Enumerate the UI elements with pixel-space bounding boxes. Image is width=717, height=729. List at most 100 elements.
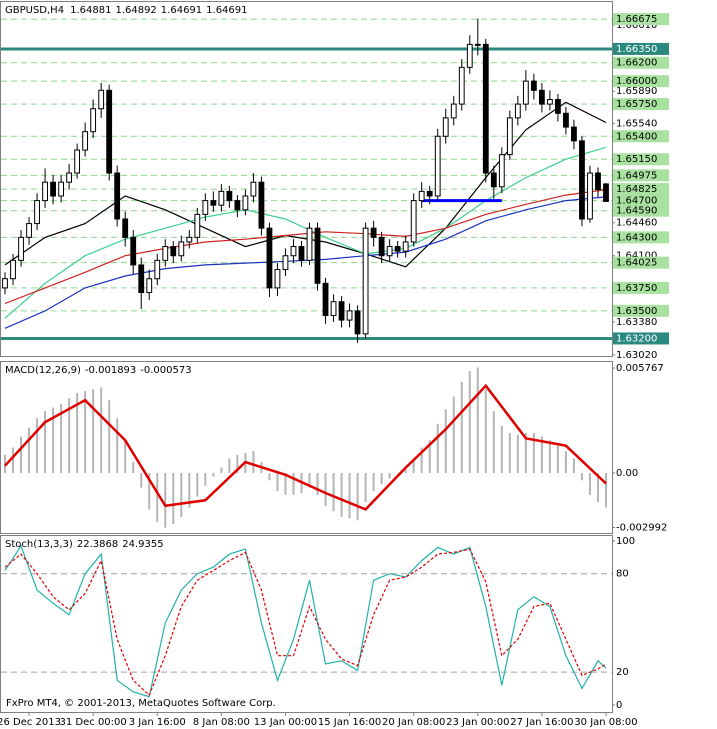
candle-body [498,154,505,188]
level-label: 1.65750 [616,99,657,110]
key-level-box [613,42,669,55]
x-tick-label: 23 Jan 00:00 [446,717,509,728]
candle-body [555,99,561,114]
x-tick-label: 26 Dec 2013 [0,717,61,728]
x-tick-label: 8 Jan 08:00 [193,717,250,728]
y-tick-label: 0.005767 [616,363,664,374]
x-tick-label: 30 Jan 08:00 [574,717,637,728]
histogram-bar [468,371,471,474]
histogram-bar [452,396,455,474]
x-tick-label: 27 Jan 16:00 [510,717,573,728]
candle-body [362,227,369,335]
candle-body [354,310,361,335]
histogram-bar [564,451,567,474]
level-label: 1.64975 [616,170,657,181]
candle-body [410,200,417,243]
level-label: 1.66675 [616,14,657,25]
histogram-bar [532,432,535,474]
macd-value: -0.001893 [85,365,136,376]
stoch-frame [0,535,613,713]
histogram-bar [572,458,575,474]
histogram-bar [156,473,159,523]
candle-body [490,172,497,188]
candle-body [18,236,24,261]
plot-layer: 1.66610 1.65890 1.65540 1.64460 1.64100 1.633… [0,13,669,728]
candle-body [563,112,569,128]
candle-body [242,195,249,211]
histogram-bar [180,473,183,517]
histogram-bar [500,425,503,474]
candle-body [50,181,56,197]
y-tick-label: 1.66610 [616,20,657,31]
candle-body [234,200,241,211]
key-level-box [613,332,669,345]
series-line [4,544,607,698]
level-box [613,204,669,217]
histogram-bar [412,458,415,474]
candle-body [418,190,425,202]
histogram-bar [324,473,327,506]
histogram-bar [276,473,279,492]
histogram-bar [548,440,551,474]
histogram-bar [556,445,559,474]
level-label: 1.64700 [616,196,657,207]
candle-body [346,310,353,321]
level-box [613,130,669,143]
watermark: FxPro MT4, © 2001-2013, MetaQuotes Softw… [6,698,276,709]
histogram-bar [580,473,583,481]
candle-body [546,99,553,105]
candle-body [595,172,601,191]
candle-body [322,282,329,316]
candle-body [442,117,449,137]
histogram-bar [372,473,375,492]
histogram-bar [516,434,519,474]
level-box [613,153,669,166]
level-box [613,98,669,111]
candle-body [282,255,289,271]
histogram-bar [52,407,55,474]
level-box [613,13,669,26]
histogram-bar [460,382,463,474]
candle-body [450,103,457,119]
candle-body [571,126,577,142]
histogram-bar [124,440,127,474]
histogram-bar [100,387,103,474]
signal-value: -0.000573 [140,365,191,376]
level-box [613,183,669,196]
candle-body [210,200,217,206]
level-box [613,304,669,317]
y-tick-label: -0.002992 [616,522,667,533]
histogram-bar [268,473,271,481]
candle-body [162,246,169,261]
histogram-bar [172,473,175,524]
candle-body [58,181,65,197]
candle-body [306,227,313,261]
candle-body [2,278,8,289]
histogram-bar [404,469,407,474]
close: 1.64691 [206,5,247,16]
candle-body [458,66,465,105]
candle-body [138,264,145,294]
candle-body [370,227,377,238]
level-label: 1.65150 [616,154,657,165]
candle-body [146,278,153,294]
candle-body [482,43,489,174]
candle-body [474,43,481,46]
price-header: GBPUSD,H4 1.64881 1.64892 1.64691 1.64691 [5,5,248,16]
high: 1.64892 [115,5,156,16]
histogram-bar [132,462,135,474]
candle-body [98,89,105,110]
histogram-bar [524,432,527,474]
y-tick-label: 1.64460 [616,218,657,229]
level-label: 1.66200 [616,58,657,69]
level-box [613,169,669,182]
key-level-label: 1.66350 [616,44,657,55]
level-box [613,75,669,88]
histogram-bar [428,440,431,474]
histogram-bar [220,467,223,474]
y-tick-label: 1.63380 [616,317,657,328]
histogram-bar [508,432,511,474]
candle-body [386,246,393,257]
